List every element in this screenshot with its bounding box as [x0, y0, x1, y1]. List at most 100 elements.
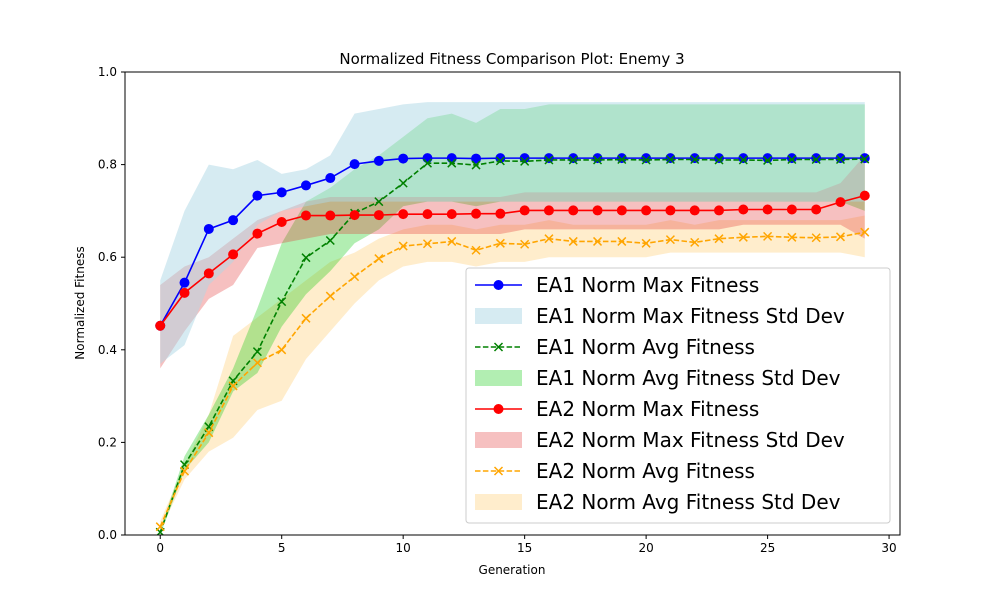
data-point — [422, 209, 433, 220]
data-point — [665, 235, 675, 245]
legend-marker — [493, 404, 504, 414]
data-point — [690, 237, 700, 247]
data-point — [300, 210, 311, 221]
legend-entry-ea1-norm-max-fitness: EA1 Norm Max Fitness — [475, 273, 759, 297]
data-point — [422, 158, 432, 168]
legend-entry-ea2-norm-avg-fitness-std-dev: EA2 Norm Avg Fitness Std Dev — [475, 490, 841, 514]
data-point — [738, 204, 749, 215]
data-point — [593, 236, 603, 246]
data-point — [203, 268, 214, 279]
data-point — [665, 153, 676, 164]
data-point — [301, 313, 311, 323]
data-point — [811, 233, 821, 243]
y-axis-label: Normalized Fitness — [73, 246, 87, 359]
x-tick-label: 25 — [760, 541, 775, 555]
data-point — [373, 210, 384, 221]
data-point — [155, 522, 165, 532]
data-point — [617, 154, 627, 165]
band-ea1-norm-max-fitness-std-dev — [160, 102, 865, 364]
legend-marker — [493, 280, 504, 290]
series-ea2-norm-max-fitness — [155, 190, 870, 331]
data-point — [520, 239, 530, 249]
data-point — [228, 215, 239, 226]
data-point — [543, 205, 554, 216]
legend-label: EA1 Norm Avg Fitness — [536, 335, 755, 359]
data-point — [568, 153, 579, 164]
data-point — [374, 254, 384, 264]
data-point — [471, 160, 481, 170]
legend-entry-ea2-norm-max-fitness: EA2 Norm Max Fitness — [475, 397, 759, 421]
data-point — [350, 272, 360, 282]
legend: EA1 Norm Max Fitness EA1 Norm Max Fitness… — [465, 267, 891, 524]
data-point — [665, 154, 675, 165]
data-point — [860, 227, 870, 237]
data-point — [835, 154, 846, 165]
data-point — [641, 238, 651, 248]
data-point — [373, 155, 384, 166]
series-ea1-norm-avg-fitness — [155, 154, 870, 535]
data-point — [616, 153, 627, 164]
data-point — [252, 228, 263, 239]
data-point — [544, 155, 554, 165]
data-point — [835, 197, 846, 208]
data-point — [786, 204, 797, 215]
band-ea2-norm-avg-fitness-std-dev — [160, 215, 865, 531]
data-point — [811, 154, 821, 165]
data-point — [714, 205, 725, 216]
y-tick-label: 1.0 — [98, 65, 117, 79]
data-point — [398, 178, 408, 188]
data-point — [252, 190, 263, 201]
data-point — [471, 208, 482, 219]
data-point — [592, 205, 603, 216]
data-point — [835, 153, 846, 164]
data-point — [593, 155, 603, 165]
legend-label: EA1 Norm Max Fitness — [536, 273, 759, 297]
legend-label: EA2 Norm Max Fitness Std Dev — [536, 428, 845, 452]
data-point — [422, 153, 433, 164]
data-point — [252, 358, 262, 368]
data-point — [665, 205, 676, 216]
data-point — [714, 234, 724, 244]
data-point — [811, 153, 822, 164]
axes: 0 5 10 15 20 25 30 0.0 0.2 0.4 0.6 0.8 1.0 — [98, 65, 901, 555]
x-tick-label: 15 — [517, 541, 532, 555]
data-point — [155, 320, 166, 331]
legend-label: EA1 Norm Max Fitness Std Dev — [536, 304, 845, 328]
y-tick-label: 0.6 — [98, 250, 117, 264]
data-point — [203, 223, 214, 234]
data-point — [495, 156, 505, 166]
data-point — [568, 155, 578, 165]
data-point — [228, 249, 239, 260]
plot-area — [155, 102, 870, 535]
data-point — [787, 232, 797, 242]
data-point — [689, 153, 700, 164]
data-point — [301, 253, 311, 263]
data-point — [763, 231, 773, 241]
data-point — [519, 205, 530, 216]
legend-label: EA2 Norm Max Fitness — [536, 397, 759, 421]
legend-marker — [493, 466, 504, 476]
data-point — [300, 180, 311, 191]
data-point — [860, 154, 870, 164]
data-point — [520, 156, 530, 166]
legend-marker — [493, 342, 504, 352]
data-point — [616, 205, 627, 216]
legend-label: EA1 Norm Avg Fitness Std Dev — [536, 366, 841, 390]
x-axis-label: Generation — [479, 563, 546, 577]
data-point — [519, 153, 530, 164]
data-point — [179, 277, 190, 288]
legend-swatch — [475, 494, 522, 510]
data-point — [276, 187, 287, 198]
data-point — [714, 153, 725, 164]
data-point — [446, 209, 457, 220]
plot-inner — [155, 102, 870, 535]
data-point — [252, 347, 262, 357]
data-point — [325, 236, 335, 246]
data-point — [398, 209, 409, 220]
legend-label: EA2 Norm Avg Fitness — [536, 459, 755, 483]
data-point — [786, 153, 797, 164]
series-line — [159, 158, 865, 533]
data-point — [204, 428, 214, 438]
data-point — [787, 154, 797, 165]
